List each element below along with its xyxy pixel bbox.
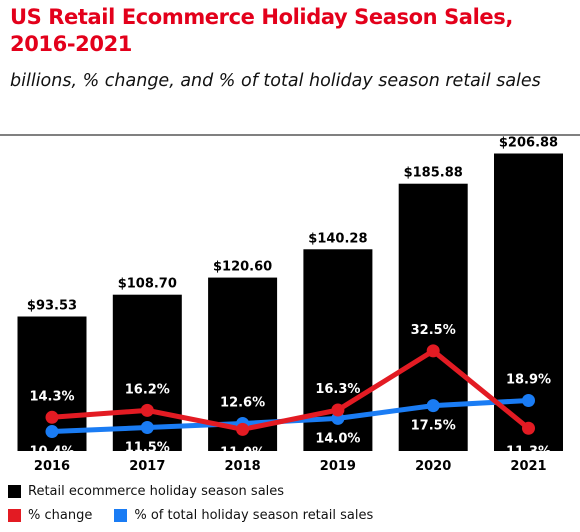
legend-item-pct-total: % of total holiday season retail sales (114, 508, 373, 523)
legend-swatch-pct-change (8, 509, 21, 522)
pct-change-label-2016: 14.3% (29, 389, 74, 404)
bar-value-label-2017: $108.70 (118, 277, 177, 292)
pct-change-line (49, 348, 531, 432)
legend-row-2: % change % of total holiday season retai… (8, 508, 395, 523)
x-tick-label-2018: 2018 (225, 459, 261, 474)
pct-change-point-2017 (140, 403, 154, 417)
legend-label-pct-change: % change (28, 508, 93, 523)
x-tick-label-2016: 2016 (34, 459, 70, 474)
pct-total-point-2020 (426, 399, 440, 413)
legend-item-pct-change: % change (8, 508, 92, 523)
pct-total-label-2017: 11.5% (125, 441, 170, 456)
pct-total-label-2021: 18.9% (506, 373, 551, 388)
pct-change-point-2021 (522, 421, 535, 435)
x-tick-label-2017: 2017 (129, 459, 165, 474)
legend-swatch-pct-total (114, 509, 128, 522)
bar-value-label-2018: $120.60 (213, 260, 272, 275)
bar-value-label-2020: $185.88 (404, 166, 463, 181)
pct-total-point-2021 (522, 394, 535, 408)
legend-item-sales: Retail ecommerce holiday season sales (8, 484, 284, 499)
pct-total-label-2016: 10.4% (29, 445, 74, 460)
pct-change-label-2020: 32.5% (411, 323, 456, 338)
bar-value-label-2016: $93.53 (27, 299, 77, 314)
legend-label-sales: Retail ecommerce holiday season sales (28, 484, 285, 499)
pct-total-point-2016 (45, 425, 59, 439)
legend-swatch-sales (8, 485, 21, 498)
pct-change-label-2018: 11.0% (220, 445, 265, 460)
pct-change-point-2016 (45, 410, 59, 424)
pct-total-label-2019: 14.0% (315, 431, 360, 446)
pct-change-label-2019: 16.3% (315, 382, 360, 397)
x-tick-label-2019: 2019 (320, 459, 356, 474)
pct-total-point-2017 (140, 421, 154, 435)
bar-value-label-2019: $140.28 (308, 231, 367, 246)
pct-change-label-2017: 16.2% (125, 382, 170, 397)
chart-title: US Retail Ecommerce Holiday Season Sales… (10, 5, 513, 56)
pct-total-label-2018: 12.6% (220, 396, 265, 411)
x-tick-label-2021: 2021 (510, 459, 546, 474)
pct-change-point-2018 (236, 422, 250, 436)
pct-change-label-2021: 11.3% (506, 444, 551, 459)
bar-value-label-2021: $206.88 (499, 136, 558, 151)
x-tick-label-2020: 2020 (415, 459, 451, 474)
legend-label-pct-total: % of total holiday season retail sales (134, 508, 374, 523)
chart-subtitle: billions, % change, and % of total holid… (10, 71, 541, 91)
pct-change-point-2020 (426, 344, 440, 358)
pct-total-label-2020: 17.5% (411, 419, 456, 434)
pct-change-point-2019 (331, 403, 345, 417)
legend-row-1: Retail ecommerce holiday season sales (8, 484, 306, 499)
